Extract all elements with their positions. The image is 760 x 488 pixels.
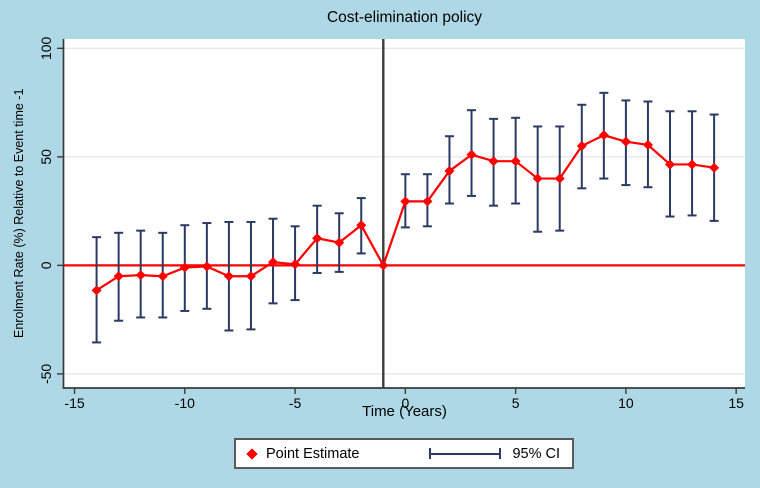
x-tick-label: 10 xyxy=(618,395,634,411)
legend-label-ci: 95% CI xyxy=(512,445,560,462)
y-tick-label: 0 xyxy=(38,261,54,269)
data-point xyxy=(554,173,565,184)
ci-errorbar-icon xyxy=(429,448,502,459)
data-point xyxy=(157,271,168,282)
data-point xyxy=(532,173,543,184)
data-point xyxy=(201,261,212,272)
x-tick-label: -5 xyxy=(289,395,302,411)
data-point xyxy=(665,159,676,170)
data-point xyxy=(312,233,323,244)
x-tick-label: 15 xyxy=(728,395,744,411)
y-tick-label: -50 xyxy=(38,364,54,384)
data-point xyxy=(488,156,499,167)
data-point xyxy=(444,165,455,176)
legend: Point Estimate 95% CI xyxy=(234,438,574,469)
x-tick-label: -15 xyxy=(64,395,84,411)
legend-label-point-estimate: Point Estimate xyxy=(266,445,360,462)
x-tick-label: 0 xyxy=(401,395,409,411)
data-point xyxy=(510,156,521,167)
y-tick-label: 100 xyxy=(38,36,54,60)
x-axis-title: Time (Years) xyxy=(362,403,447,420)
x-tick-label: 5 xyxy=(512,395,520,411)
data-point xyxy=(223,271,234,282)
data-point xyxy=(290,259,301,270)
data-point xyxy=(356,220,367,231)
data-point xyxy=(179,262,190,273)
data-point xyxy=(91,285,102,296)
point-estimate-diamond-icon xyxy=(246,447,258,460)
data-point xyxy=(268,257,279,268)
data-point xyxy=(466,149,477,160)
data-point xyxy=(422,196,433,207)
data-point xyxy=(620,136,631,147)
data-point xyxy=(400,196,411,207)
y-tick-label: 50 xyxy=(38,149,54,165)
data-point xyxy=(135,270,146,281)
x-tick-label: -10 xyxy=(175,395,195,411)
data-point xyxy=(642,139,653,150)
data-point xyxy=(113,271,124,282)
data-point xyxy=(334,237,345,248)
data-point xyxy=(598,130,609,141)
chart-title: Cost-elimination policy xyxy=(326,9,483,26)
data-point xyxy=(687,159,698,170)
data-point xyxy=(576,141,587,152)
data-point xyxy=(709,162,720,173)
data-point xyxy=(378,260,389,271)
data-point xyxy=(245,271,256,282)
plot-background xyxy=(63,39,745,388)
